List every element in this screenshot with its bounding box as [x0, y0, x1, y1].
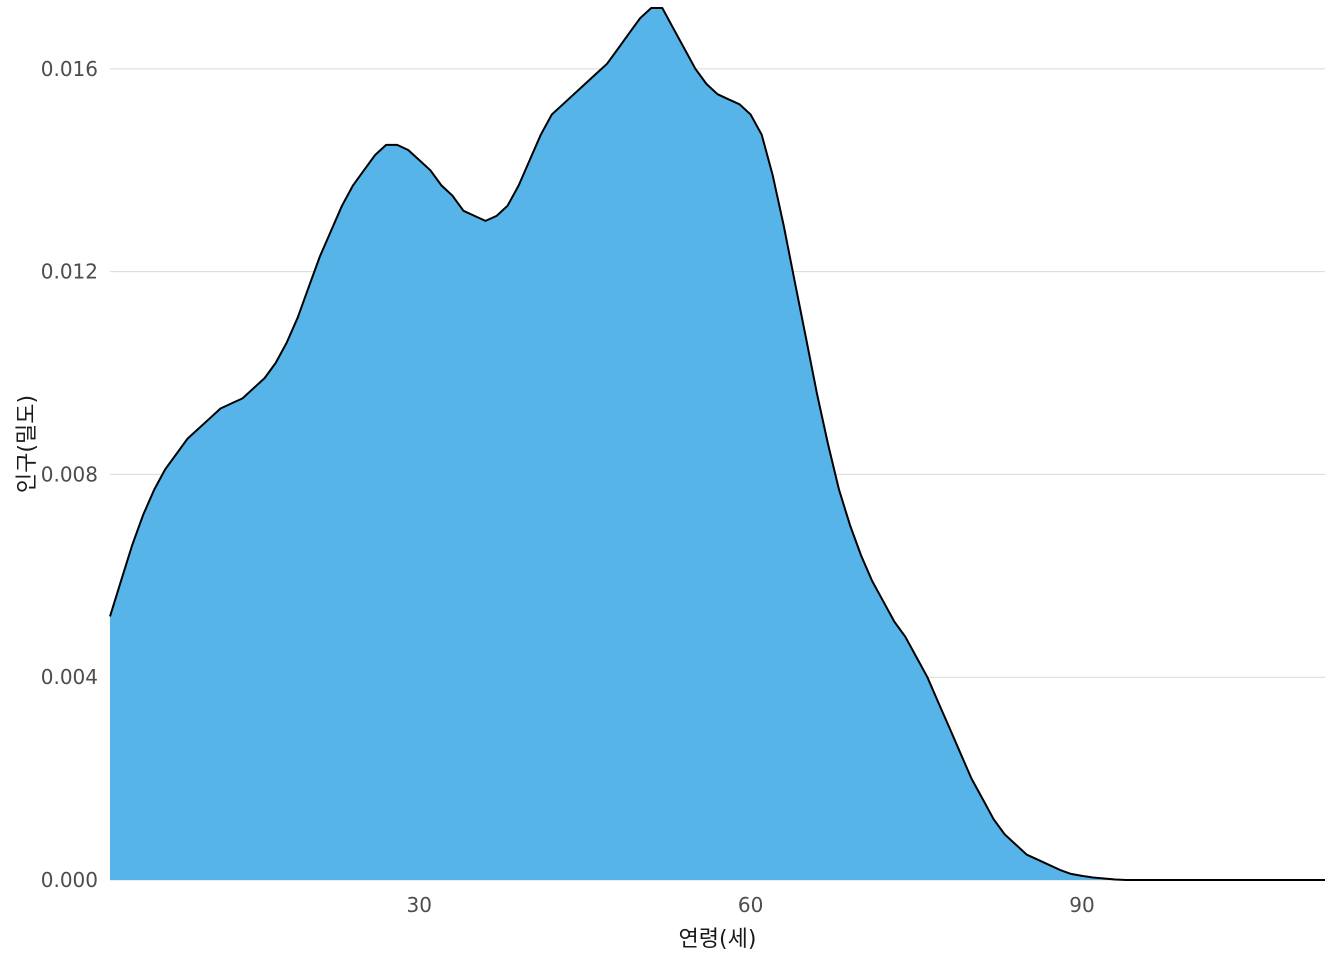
- x-axis-ticks: 30 60 90: [407, 893, 1095, 917]
- y-axis-title: 인구(밀도): [15, 395, 40, 493]
- y-tick-label: 0.008: [41, 462, 98, 486]
- x-tick-label: 90: [1069, 893, 1094, 917]
- y-tick-label: 0.000: [41, 868, 98, 892]
- x-tick-label: 30: [407, 893, 432, 917]
- density-outline: [109, 7, 1325, 881]
- x-axis-title: 연령(세): [679, 927, 757, 952]
- plot-area: [109, 7, 1325, 881]
- x-tick-label: 60: [738, 893, 763, 917]
- y-tick-label: 0.012: [41, 260, 98, 284]
- density-area: [110, 8, 1325, 880]
- y-tick-label: 0.016: [41, 57, 98, 81]
- y-tick-label: 0.004: [41, 665, 98, 689]
- y-axis-ticks: 0.000 0.004 0.008 0.012 0.016: [41, 57, 98, 892]
